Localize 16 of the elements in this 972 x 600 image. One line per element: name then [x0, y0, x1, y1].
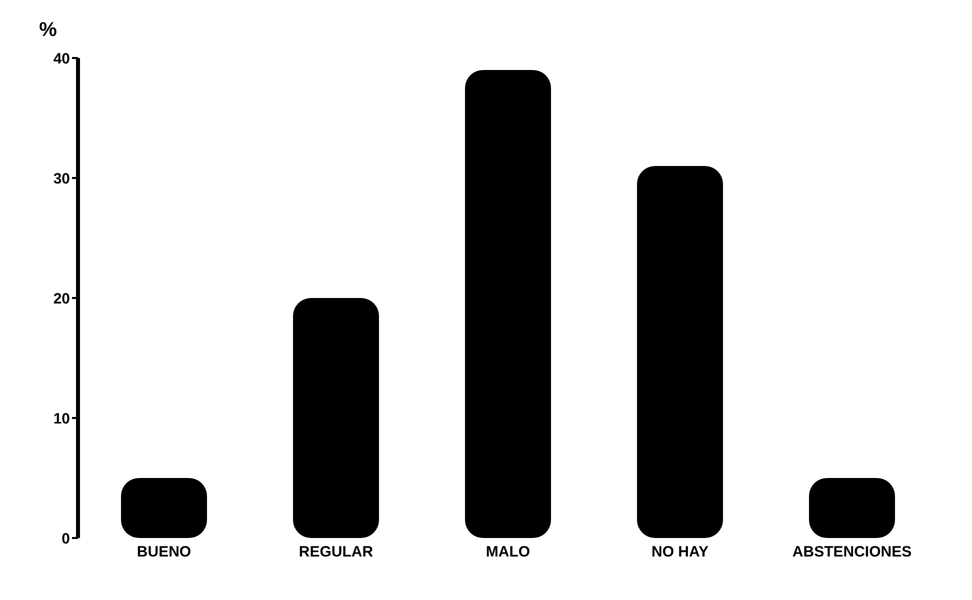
x-tick-label: BUENO [136, 544, 192, 561]
y-tick-label: 20 [53, 290, 70, 308]
bar [809, 478, 895, 538]
x-tick-label: ABSTENCIONES [792, 544, 912, 561]
x-tick-label: NO HAY [652, 544, 708, 561]
x-tick-label: MALO [486, 544, 530, 561]
y-tick-label: 40 [53, 50, 70, 68]
y-tick-label: 10 [53, 410, 70, 428]
y-tick-label: 30 [53, 170, 70, 188]
y-tick-label: 0 [62, 530, 70, 548]
bar [637, 166, 723, 538]
bar [121, 478, 207, 538]
x-tick-label: REGULAR [298, 544, 374, 561]
bar [465, 70, 551, 538]
y-axis-title: % [39, 19, 58, 41]
bar [293, 298, 379, 538]
